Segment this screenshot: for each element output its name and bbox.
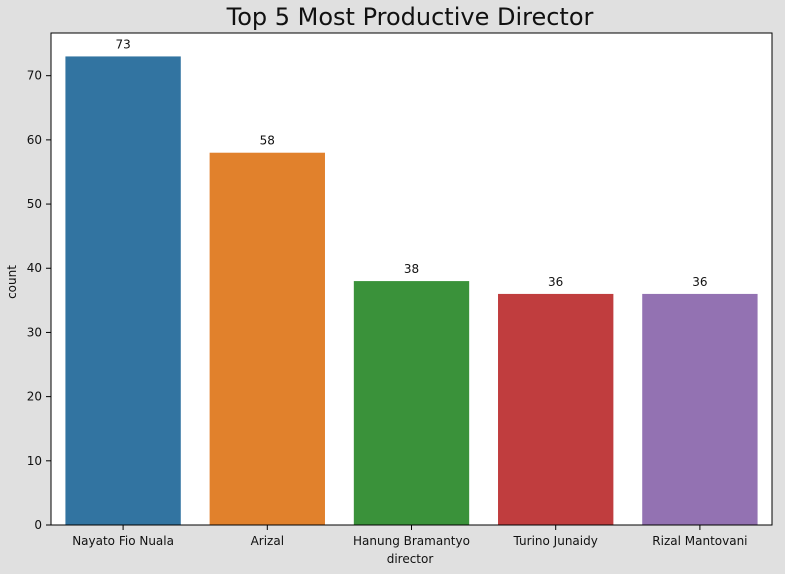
y-tick-label: 10 [27, 454, 42, 468]
x-tick-label: Rizal Mantovani [652, 534, 747, 548]
x-axis-label: director [387, 552, 434, 566]
y-tick-label: 0 [34, 518, 42, 532]
bar [353, 281, 470, 525]
bars-group [65, 56, 758, 526]
plot-frame [50, 32, 773, 526]
y-axis-ticks: 0 10 20 30 40 50 60 70 [27, 69, 51, 532]
y-tick-label: 20 [27, 390, 42, 404]
y-axis-label: count [5, 265, 19, 299]
bar-value-label: 36 [548, 275, 563, 289]
y-tick-label: 30 [27, 325, 42, 339]
x-axis-ticks: Nayato Fio Nuala Arizal Hanung Bramantyo Tu… [72, 525, 748, 548]
bar [65, 56, 181, 526]
bar-value-label: 58 [260, 134, 275, 148]
x-tick-label: Arizal [251, 534, 284, 548]
y-tick-label: 70 [27, 69, 42, 83]
bar-value-label: 73 [115, 37, 130, 51]
y-tick-label: 40 [27, 261, 42, 275]
x-tick-label: Turino Junaidy [513, 534, 598, 548]
y-tick-label: 50 [27, 197, 42, 211]
data-labels-group: 73 58 38 36 36 [115, 37, 707, 288]
bar [498, 293, 614, 525]
bar-value-label: 38 [404, 262, 419, 276]
x-tick-label: Hanung Bramantyo [353, 534, 470, 548]
chart-title: Top 5 Most Productive Director [226, 3, 594, 31]
x-tick-label: Nayato Fio Nuala [72, 534, 174, 548]
bar-value-label: 36 [692, 275, 707, 289]
y-tick-label: 60 [27, 133, 42, 147]
bar [642, 293, 758, 525]
bar [209, 152, 325, 525]
